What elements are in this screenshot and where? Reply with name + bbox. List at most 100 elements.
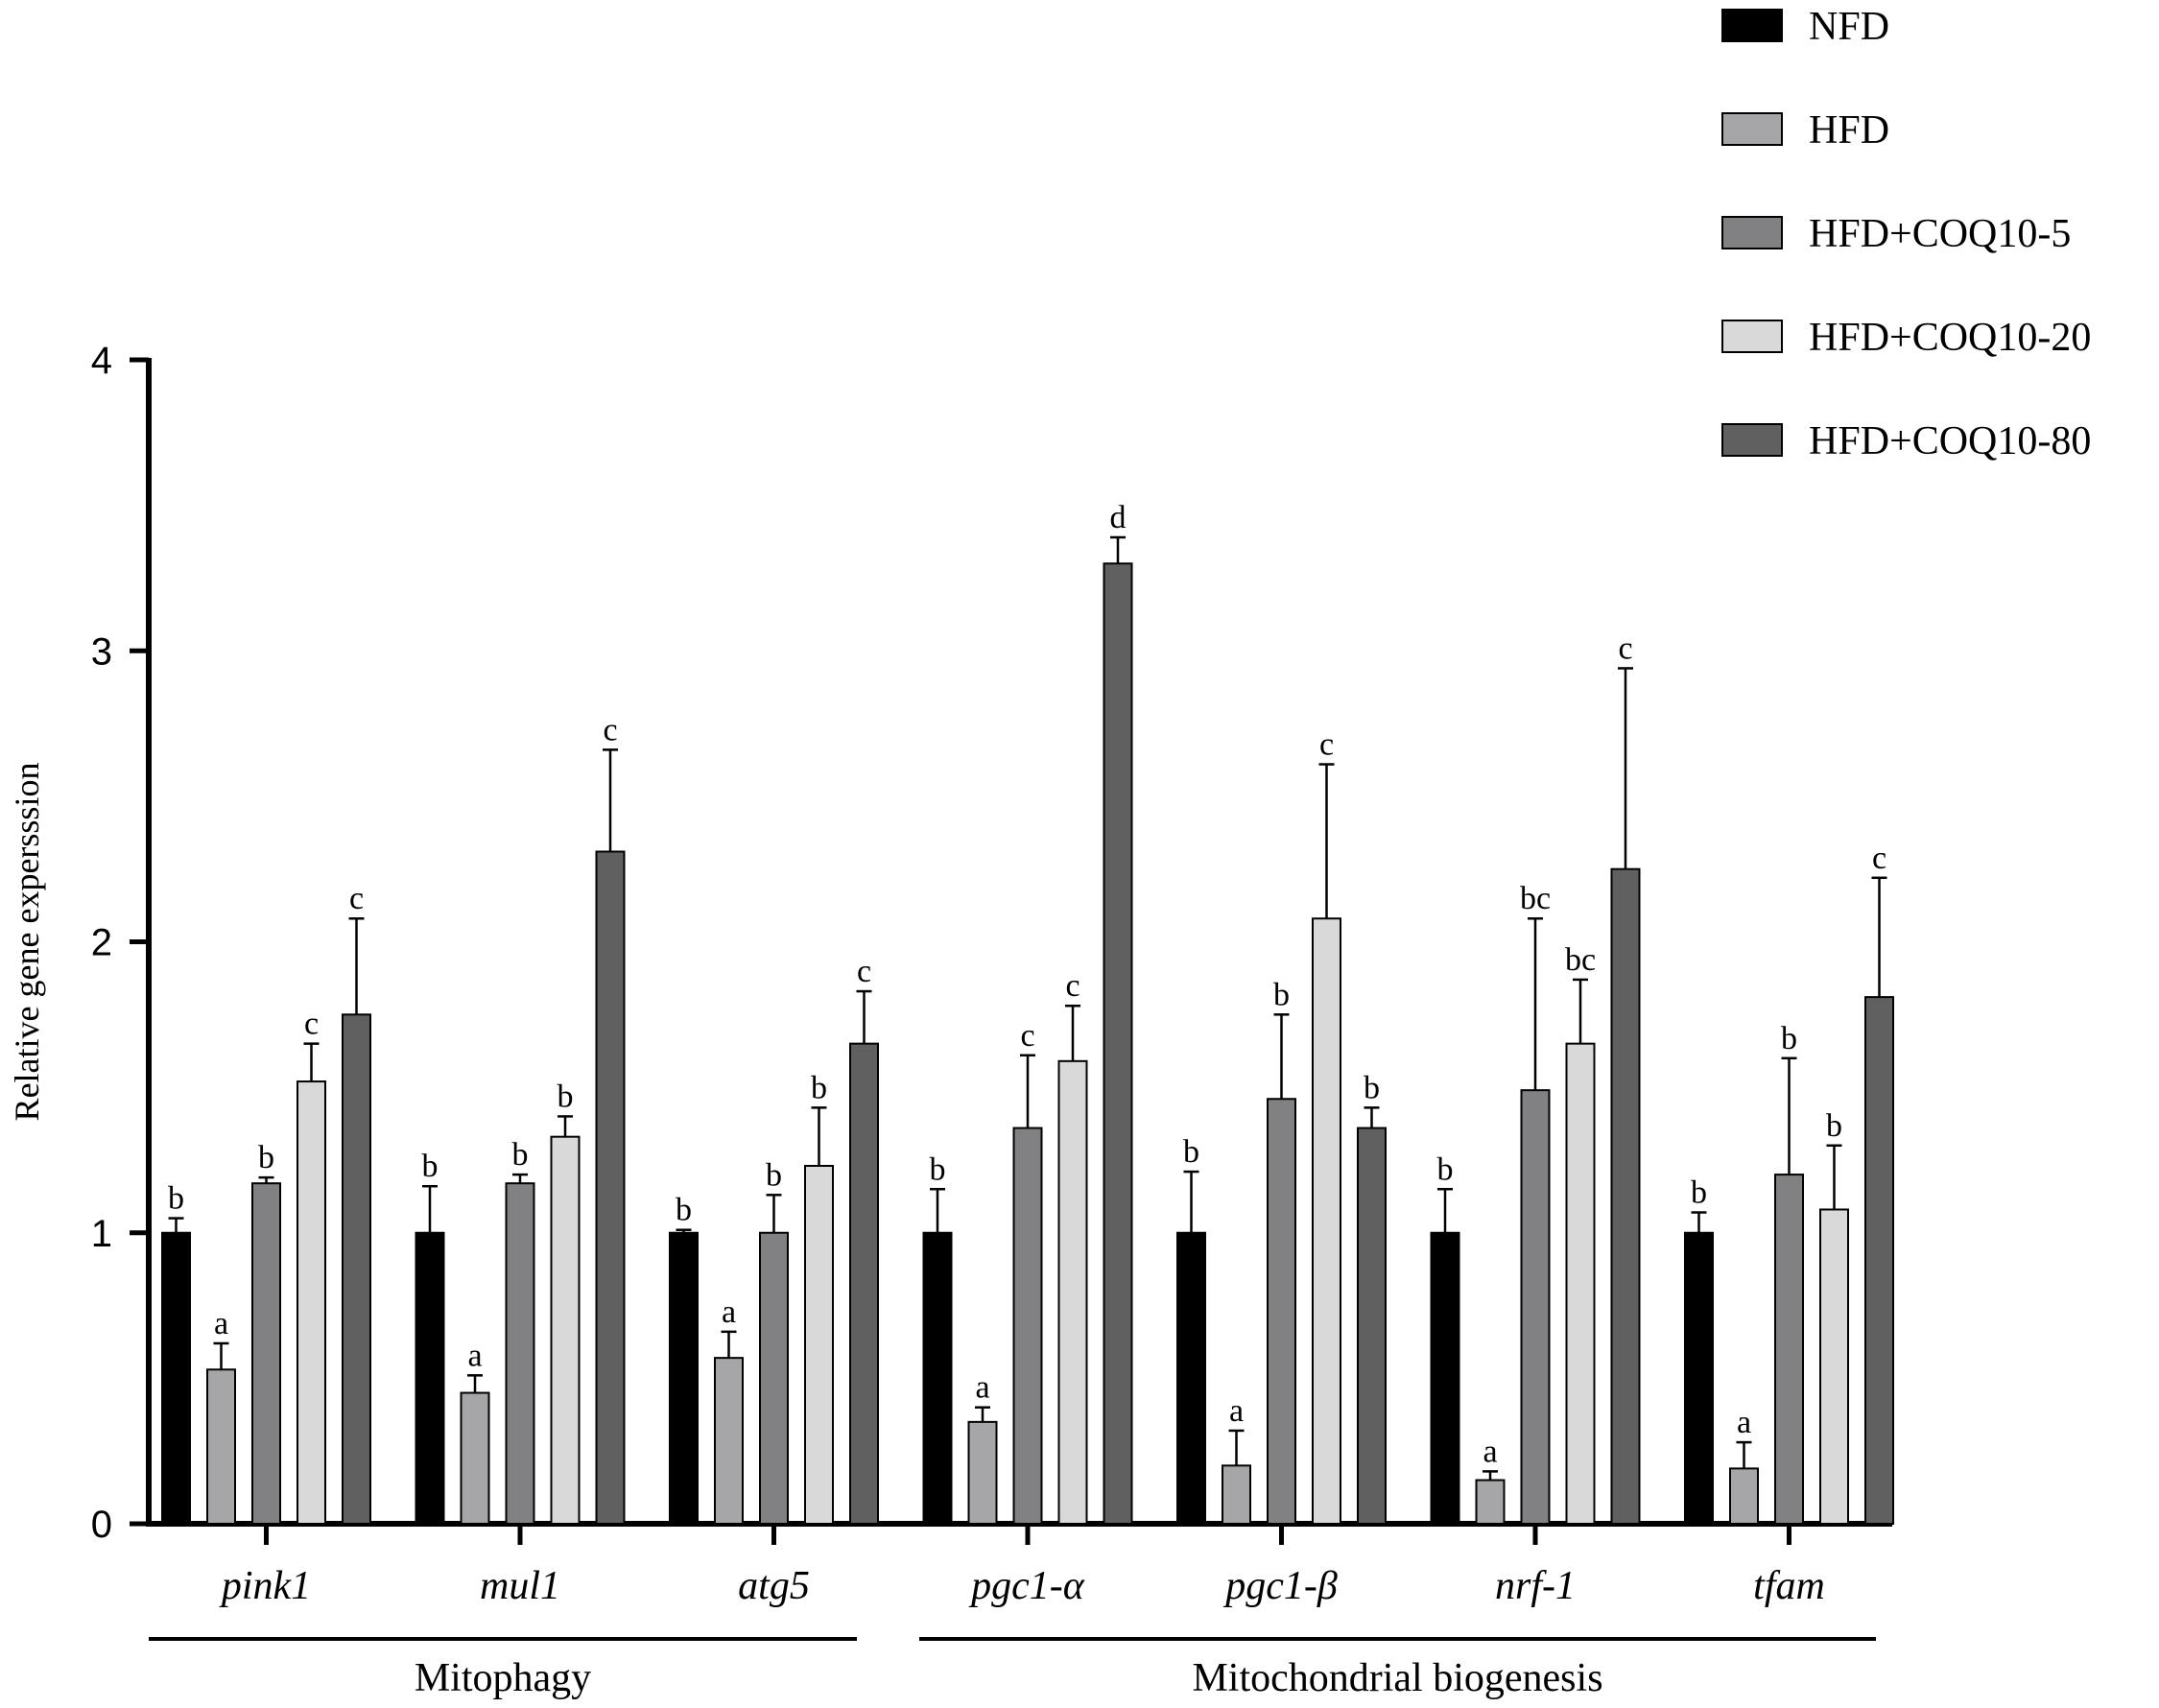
significance-letter: b [512,1137,529,1173]
bar-hfd [460,1391,490,1525]
significance-letter: b [930,1151,946,1187]
x-tick-label: mul1 [480,1564,560,1608]
significance-letter: b [422,1149,439,1184]
significance-letter: d [1110,500,1127,535]
significance-letter: b [811,1070,827,1105]
significance-letter: c [1872,841,1886,876]
significance-letter: b [1826,1108,1842,1144]
x-tick-label: atg5 [738,1564,810,1608]
y-tick-label: 0 [91,1504,112,1546]
bar-hfd [206,1368,236,1525]
significance-letter: c [857,954,871,989]
significance-letter: b [676,1193,692,1228]
bar-hfd [1475,1479,1506,1525]
y-tick-label: 1 [91,1213,112,1255]
group-label: Mitochondrial biogenesis [1192,1656,1602,1700]
bar-nfd [415,1231,445,1525]
significance-letter: b [1781,1021,1797,1056]
bar-nfd [1176,1231,1206,1525]
legend-label: HFD+COQ10-20 [1809,316,2091,360]
significance-letter: c [1065,968,1080,1004]
bar-hfd-coq10-5 [1774,1174,1804,1525]
x-tick-label: nrf-1 [1495,1564,1576,1608]
x-tick-label: tfam [1753,1564,1825,1608]
significance-letter: c [1319,727,1334,763]
legend-swatch [1721,112,1783,146]
significance-letter: a [1737,1405,1751,1440]
bar-hfd-coq10-80 [849,1042,879,1525]
bar-nfd [1684,1231,1714,1525]
significance-letter: bc [1565,942,1596,978]
significance-letter: b [258,1140,274,1175]
bar-hfd-coq10-5 [1012,1127,1043,1525]
bar-hfd-coq10-5 [1520,1089,1551,1525]
legend-swatch [1721,423,1783,457]
bar-hfd [714,1357,744,1525]
significance-letter: a [1229,1393,1244,1429]
bar-hfd-coq10-80 [1357,1127,1387,1525]
legend-swatch [1721,320,1783,353]
significance-letter: c [304,1007,319,1042]
bar-hfd-coq10-5 [1267,1098,1296,1525]
x-tick-label: pgc1-α [968,1564,1085,1608]
legend-label: HFD+COQ10-5 [1809,212,2071,256]
bar-nfd [669,1231,699,1525]
bar-hfd-coq10-80 [1864,996,1894,1526]
significance-letter: a [975,1370,989,1406]
group-label: Mitophagy [415,1656,591,1700]
bar-hfd-coq10-80 [1610,867,1641,1525]
significance-letter: b [1437,1151,1454,1187]
significance-letter: bc [1520,881,1551,916]
significance-letter: a [722,1294,736,1330]
bar-hfd-coq10-5 [251,1182,281,1525]
bar-hfd-coq10-20 [804,1165,834,1525]
bar-hfd-coq10-20 [1565,1042,1596,1525]
bar-hfd-coq10-5 [505,1182,535,1525]
bars-layer [161,535,1894,1526]
significance-letter: c [603,712,617,747]
legend-label: NFD [1809,5,1889,49]
significance-letter: a [214,1306,228,1341]
y-axis-title: Relative gene expersssion [8,763,46,1122]
y-tick-label: 2 [91,922,112,964]
bar-hfd [967,1420,998,1526]
bar-hfd [1729,1467,1759,1525]
x-tick-label: pgc1-β [1222,1564,1338,1608]
significance-letter: a [1483,1434,1497,1469]
bar-nfd [161,1231,191,1525]
significance-letter: b [766,1157,782,1193]
significance-letter: b [168,1181,184,1217]
legend-label: HFD [1809,108,1889,153]
y-tick-label: 4 [91,340,112,382]
y-tick-label: 3 [91,630,112,673]
significance-letter: b [1691,1175,1707,1211]
bar-hfd [1222,1464,1251,1525]
significance-letter: b [558,1079,574,1114]
bar-hfd-coq10-20 [1819,1208,1849,1525]
legend-swatch [1721,216,1783,249]
bar-hfd-coq10-80 [1103,562,1133,1525]
significance-letter: c [1020,1018,1034,1054]
significance-letter: b [1364,1070,1380,1105]
bar-hfd-coq10-80 [342,1013,371,1525]
legend-swatch [1721,9,1783,42]
bar-hfd-coq10-20 [297,1080,326,1526]
bar-nfd [922,1231,953,1525]
bar-hfd-coq10-20 [1312,917,1341,1525]
bar-hfd-coq10-20 [1057,1059,1088,1526]
legend: NFD HFD HFD+COQ10-5 HFD+COQ10-20 HFD+COQ10-8… [1721,5,2091,463]
significance-letter: c [349,881,364,916]
significance-letter: b [1183,1134,1199,1170]
bar-hfd-coq10-20 [550,1135,581,1525]
legend-label: HFD+COQ10-80 [1809,419,2091,463]
significance-letter: a [467,1338,482,1373]
bar-nfd [1430,1231,1460,1525]
x-tick-label: pink1 [219,1564,311,1608]
significance-letter: c [1618,630,1632,666]
bar-hfd-coq10-5 [759,1231,789,1525]
significance-letter: b [1273,977,1290,1012]
bar-hfd-coq10-80 [595,850,626,1525]
